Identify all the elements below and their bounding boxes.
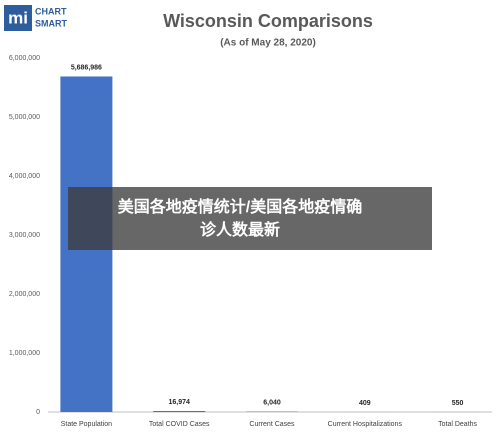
y-tick-label: 3,000,000 [9, 232, 40, 239]
bar [153, 410, 206, 412]
x-tick-label: Current Hospitalizations [328, 421, 403, 428]
overlay-text: 诊人数最新 [200, 220, 280, 239]
chart-title: Wisconsin Comparisons [163, 11, 373, 31]
x-tick-label: State Population [61, 421, 112, 428]
y-tick-label: 6,000,000 [9, 55, 40, 62]
x-tick-label: Current Cases [249, 421, 295, 428]
logo-mark: mi [8, 8, 28, 27]
value-label: 5,686,986 [71, 64, 102, 71]
value-label: 6,040 [263, 399, 281, 406]
value-label: 550 [452, 400, 464, 407]
x-tick-label: Total COVID Cases [149, 421, 210, 428]
overlay-box [68, 187, 432, 250]
y-tick-label: 4,000,000 [9, 173, 40, 180]
y-tick-label: 2,000,000 [9, 291, 40, 298]
x-tick-label: Total Deaths [438, 421, 477, 428]
overlay-text: 美国各地疫情统计/美国各地疫情确 [118, 197, 362, 216]
y-tick-label: 5,000,000 [9, 114, 40, 121]
y-tick-label: 0 [36, 409, 40, 416]
y-tick-label: 1,000,000 [9, 350, 40, 357]
value-label: 16,974 [168, 399, 190, 406]
logo-text: CHART [35, 6, 67, 16]
logo-box [4, 5, 32, 31]
value-label: 409 [359, 400, 371, 407]
logo-text: SMART [35, 18, 67, 28]
chart-subtitle: (As of May 28, 2020) [220, 38, 316, 49]
